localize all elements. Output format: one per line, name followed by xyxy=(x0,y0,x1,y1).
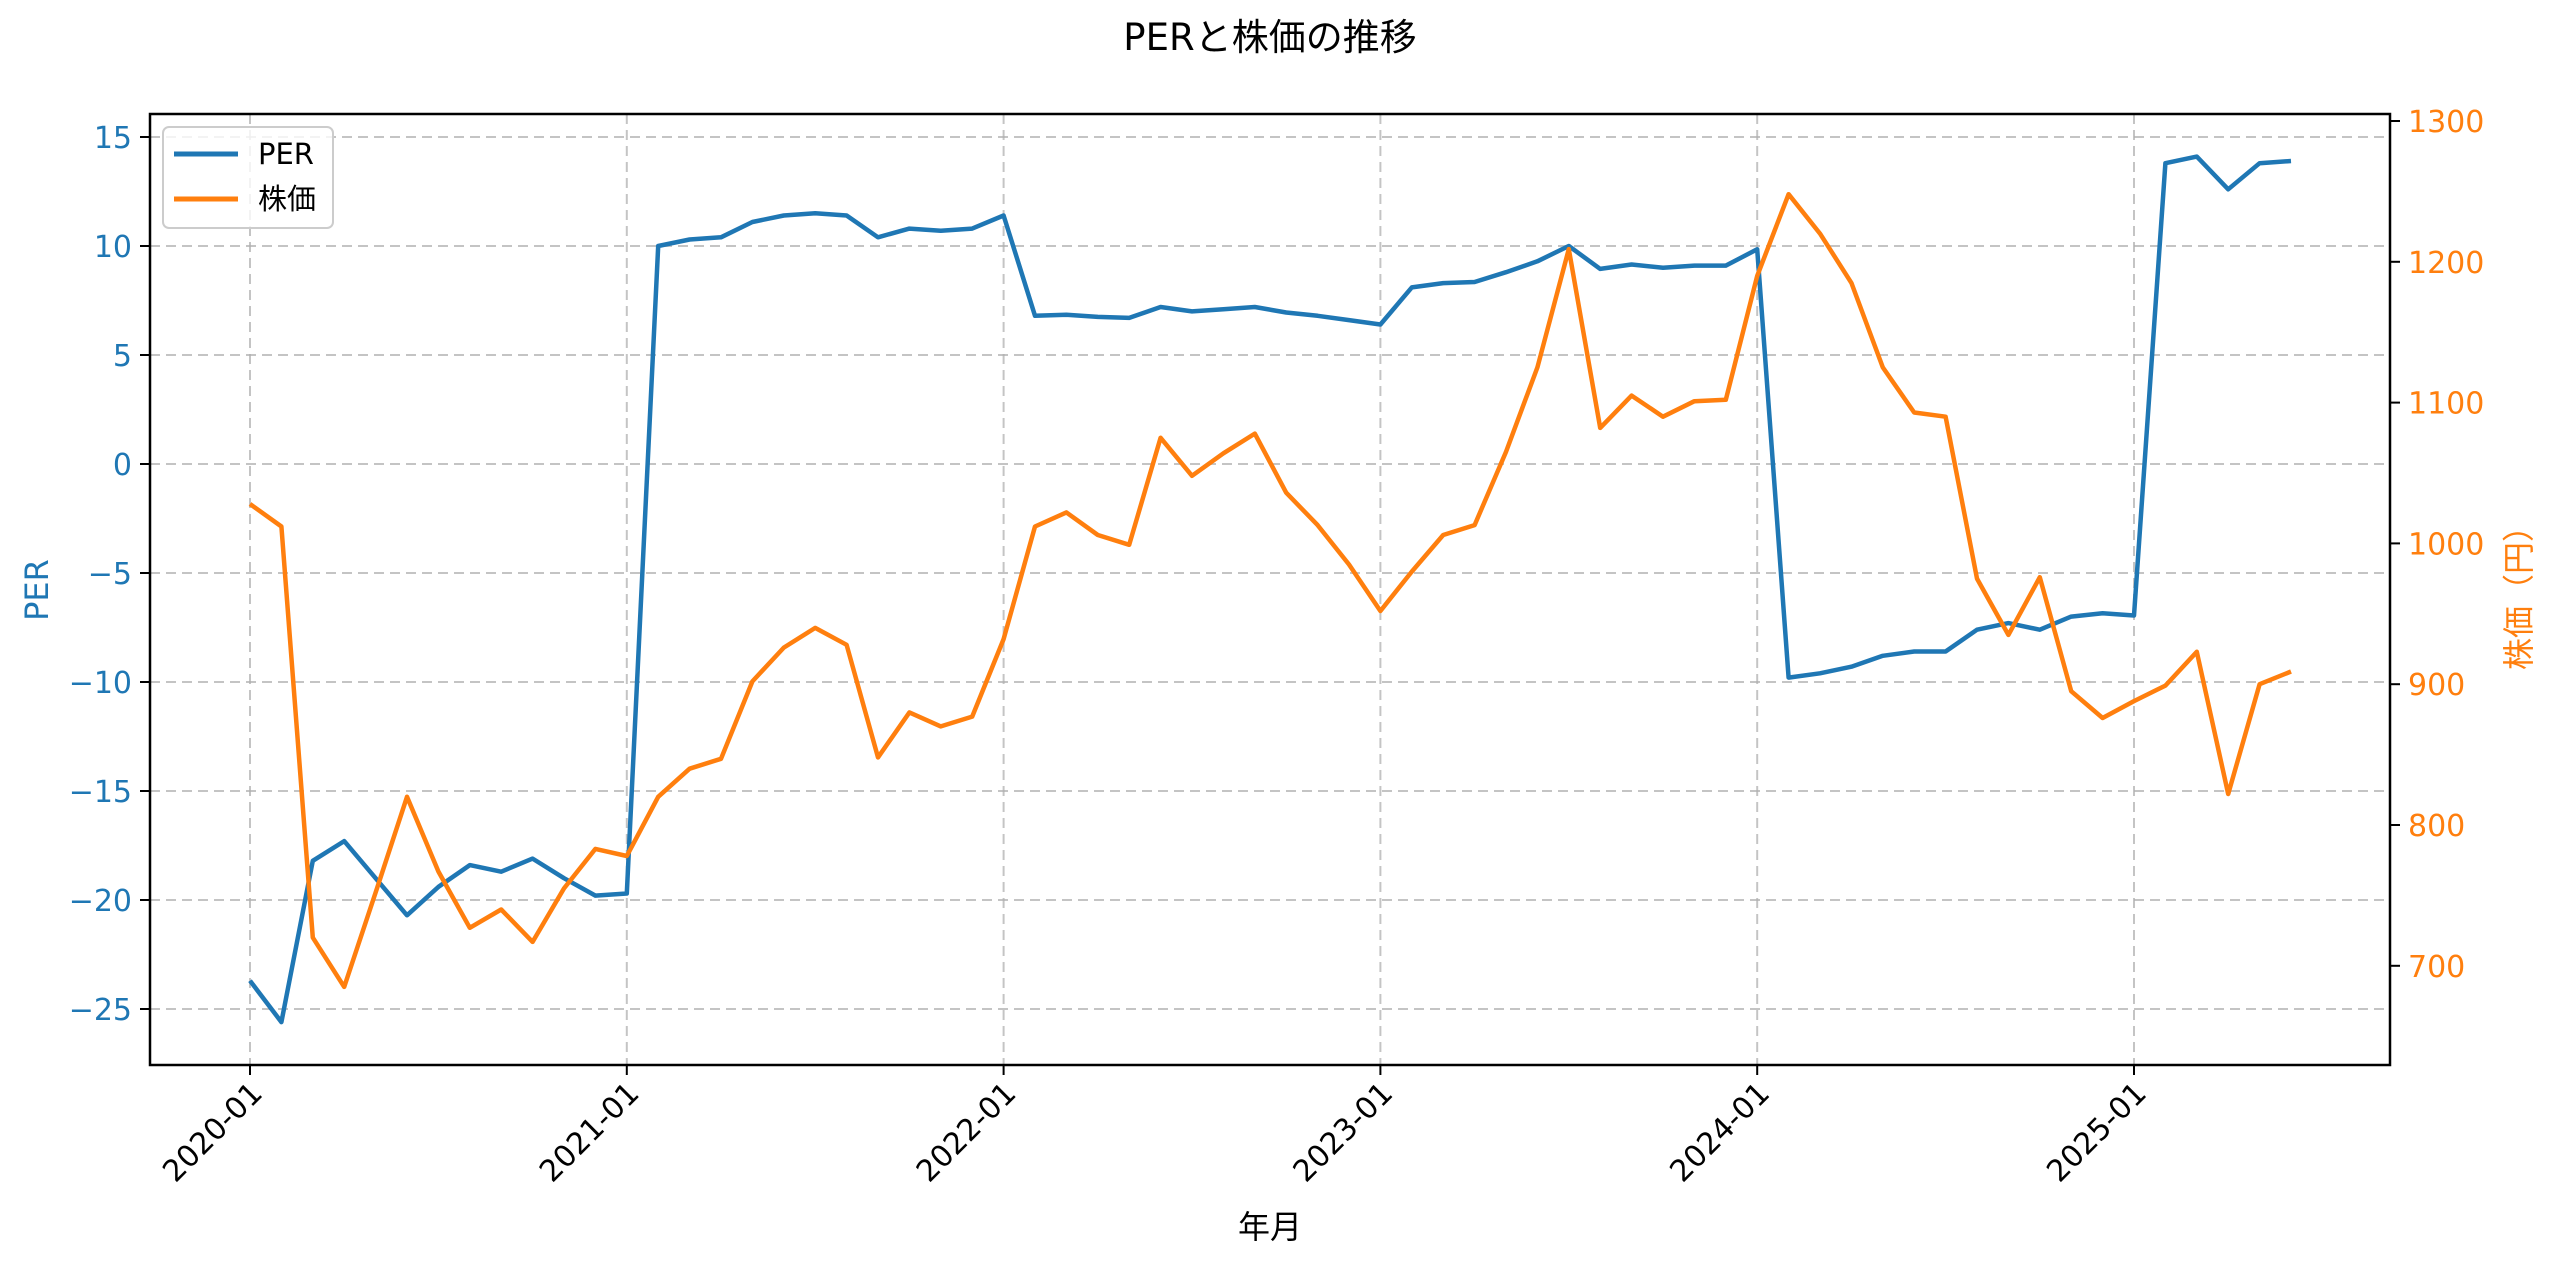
legend-label-price: 株価 xyxy=(258,182,316,216)
right-tick-label: 800 xyxy=(2408,809,2465,844)
price-line xyxy=(248,191,2292,990)
right-tick-label: 1000 xyxy=(2408,527,2484,562)
x-axis-label: 年月 xyxy=(1238,1208,1302,1246)
left-axis-label: PER xyxy=(18,559,56,621)
x-tick-label: 2023-01 xyxy=(1287,1076,1400,1189)
chart-title: PERと株価の推移 xyxy=(1123,16,1416,59)
left-tick-label: 5 xyxy=(113,339,132,374)
plot-frame xyxy=(148,112,2392,1067)
x-tick-label: 2024-01 xyxy=(1663,1076,1776,1189)
right-tick-label: 900 xyxy=(2408,668,2465,703)
right-tick-label: 1100 xyxy=(2408,387,2484,422)
grid-lines xyxy=(150,114,2390,1065)
right-tick-label: 700 xyxy=(2408,950,2465,985)
per-line xyxy=(248,154,2292,1025)
right-axis-label: 株価（円） xyxy=(2500,510,2538,670)
x-tick-label: 2020-01 xyxy=(156,1076,269,1189)
x-tick-label: 2022-01 xyxy=(910,1076,1023,1189)
left-tick-label: 15 xyxy=(94,121,132,156)
left-tick-label: −15 xyxy=(69,775,132,810)
plot-series xyxy=(248,154,2292,1025)
right-tick-label: 1200 xyxy=(2408,246,2484,281)
x-axis: 2020-01 2021-01 2022-01 2023-01 2024-01 2025-… xyxy=(156,1065,2154,1189)
right-y-axis: 700 800 900 1000 1100 1200 1300 xyxy=(2390,105,2484,985)
x-tick-label: 2021-01 xyxy=(533,1076,646,1189)
left-tick-label: 10 xyxy=(94,230,132,265)
left-y-axis: −25 −20 −15 −10 −5 0 5 10 15 xyxy=(69,121,150,1028)
left-tick-label: −5 xyxy=(88,557,132,592)
left-tick-label: −25 xyxy=(69,993,132,1028)
right-tick-label: 1300 xyxy=(2408,105,2484,140)
left-tick-label: −20 xyxy=(69,884,132,919)
x-tick-label: 2025-01 xyxy=(2040,1076,2153,1189)
left-tick-label: 0 xyxy=(113,448,132,483)
left-tick-label: −10 xyxy=(69,666,132,701)
legend: PER 株価 xyxy=(162,126,334,229)
legend-label-per: PER xyxy=(258,137,314,171)
